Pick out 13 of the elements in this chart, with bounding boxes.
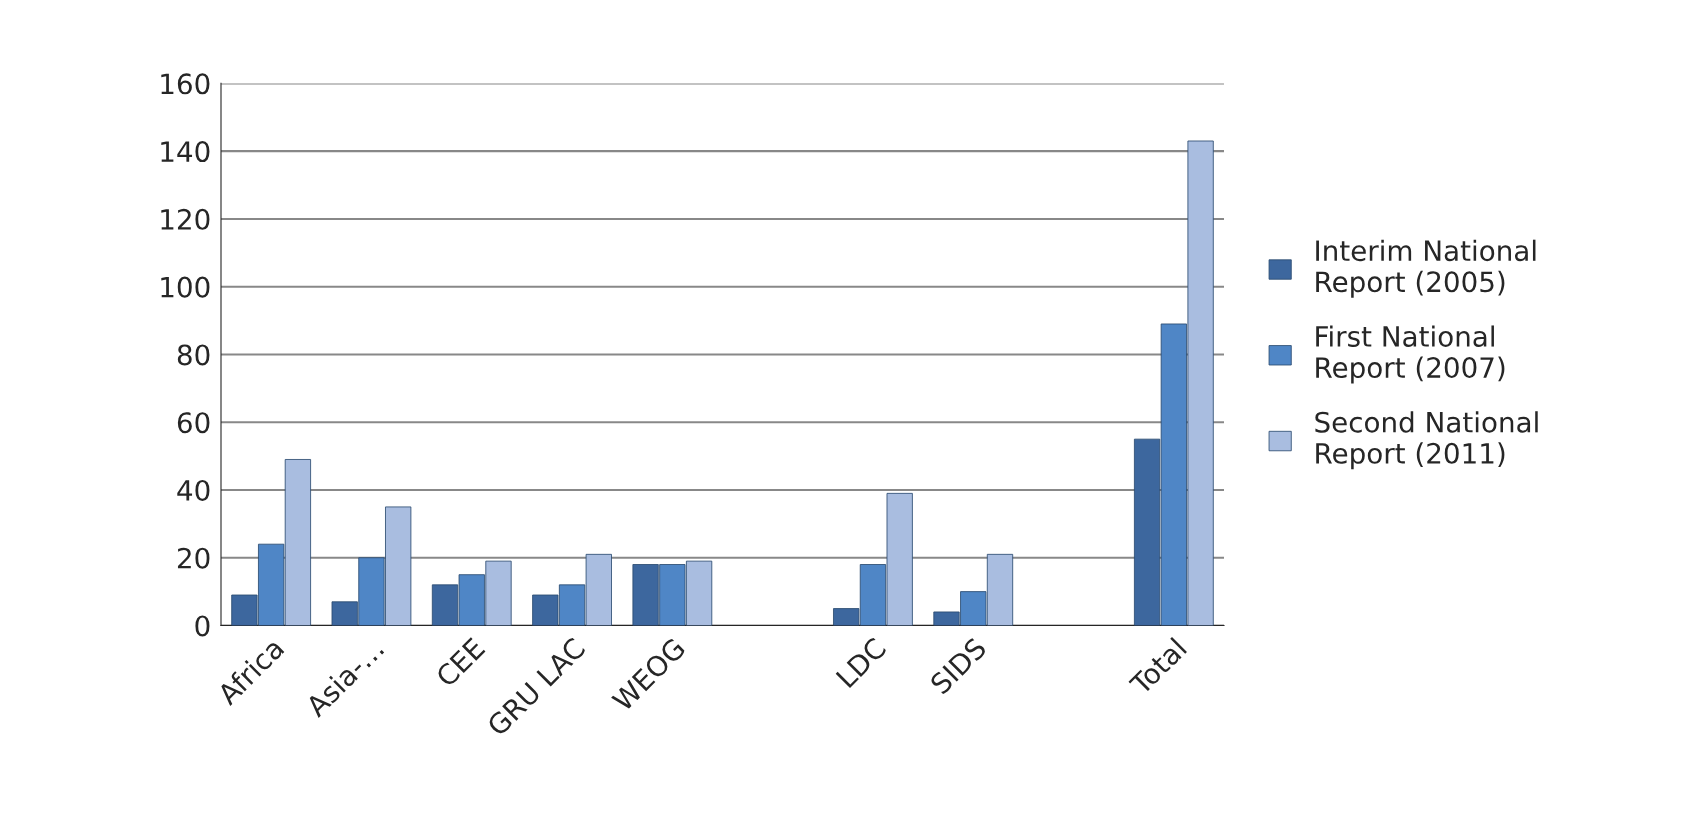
y-tick-label: 20: [177, 547, 210, 569]
y-tick-label: 100: [161, 276, 210, 298]
legend-label: First National Report (2007): [1316, 325, 1505, 384]
legend-label: Second National Report (2011): [1315, 411, 1538, 470]
y-tick-label: 40: [177, 479, 210, 501]
legend-label: Interim National Report (2005): [1316, 239, 1536, 298]
y-tick-label: 160: [161, 73, 210, 95]
y-tick-label: 80: [177, 344, 210, 366]
x-tick-label: CEE: [434, 636, 486, 688]
y-tick-label: 120: [161, 208, 210, 230]
y-tick-label: 60: [177, 412, 210, 434]
y-tick-label: 140: [161, 141, 210, 163]
y-tick-label: 0: [195, 615, 210, 637]
